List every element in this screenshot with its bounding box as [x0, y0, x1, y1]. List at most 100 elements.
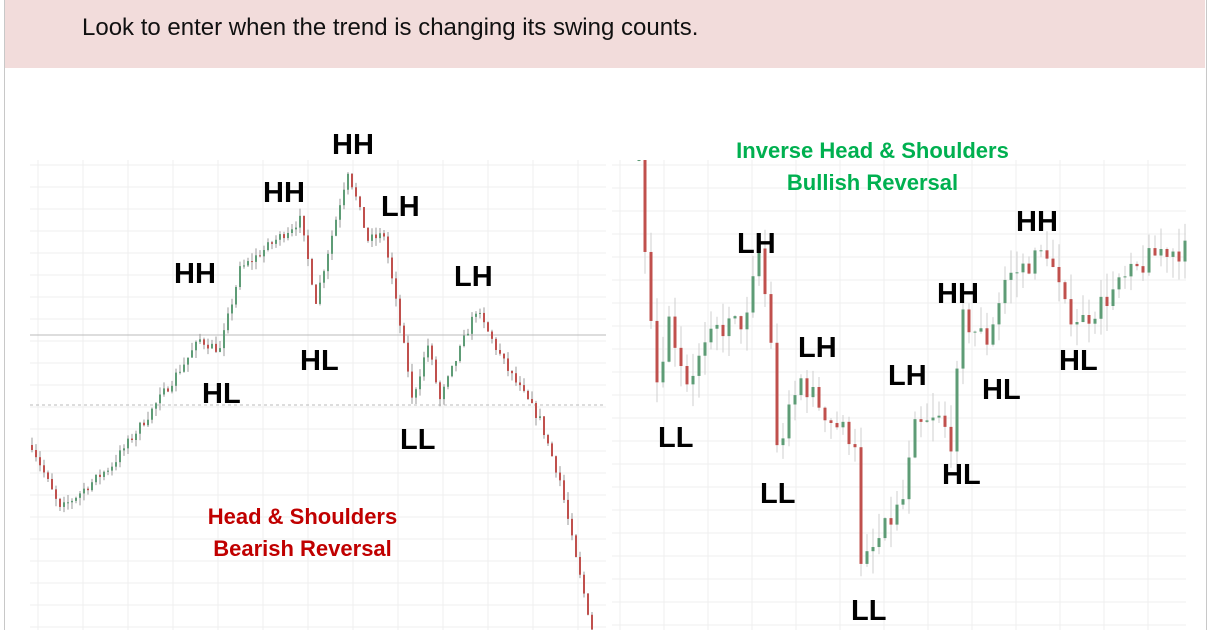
candle-bullish	[147, 419, 149, 426]
candle-bearish	[355, 187, 357, 197]
candle-bullish	[75, 497, 77, 501]
annotation-hh-1: HH	[937, 278, 979, 310]
candle-bullish	[793, 395, 797, 405]
annotation-hh-2: HH	[1016, 206, 1058, 238]
candle-bearish	[1177, 251, 1181, 262]
candle-bullish	[443, 386, 445, 400]
candle-bullish	[175, 372, 177, 386]
candle-bearish	[1069, 299, 1073, 325]
candle-bullish	[419, 376, 421, 390]
candle-bearish	[739, 316, 743, 330]
candle-bearish	[1051, 258, 1055, 268]
candle-bullish	[195, 341, 197, 351]
candle-bearish	[847, 421, 851, 445]
candle-bullish	[471, 316, 473, 334]
candle-bullish	[733, 316, 737, 319]
candle-bearish	[835, 422, 839, 428]
candle-bearish	[519, 382, 521, 386]
annotation-hl-2: HL	[982, 374, 1021, 406]
candle-bullish	[745, 312, 749, 330]
candle-bullish	[1003, 279, 1007, 304]
candle-bullish	[757, 248, 761, 277]
candle-bullish	[937, 415, 941, 418]
candle-bearish	[563, 480, 565, 500]
candle-bullish	[447, 376, 449, 387]
candle-bullish	[415, 389, 417, 398]
inverse-head-shoulders-chart	[612, 160, 1187, 630]
annotation-hh-2: HH	[263, 177, 305, 209]
annotation-hh-head: HH	[332, 129, 374, 161]
candle-bearish	[431, 345, 433, 360]
candle-bearish	[775, 342, 779, 446]
candle-bearish	[575, 535, 577, 557]
candle-bullish	[179, 371, 181, 373]
candle-bullish	[691, 375, 695, 385]
candle-bearish	[853, 444, 857, 448]
candle-bullish	[327, 253, 329, 272]
candle-bearish	[531, 399, 533, 404]
candle-bearish	[491, 331, 493, 339]
candle-bullish	[877, 538, 881, 548]
annotation-hl-1: HL	[202, 378, 241, 410]
candle-bullish	[1111, 289, 1115, 307]
candle-bearish	[363, 207, 365, 228]
candle-bullish	[219, 348, 221, 352]
annotation-lh-2: LH	[798, 332, 837, 364]
candle-bearish	[587, 593, 589, 615]
candle-bullish	[267, 242, 269, 251]
candle-bearish	[823, 407, 827, 421]
candle-bearish	[487, 322, 489, 332]
title-line-1: Head & Shoulders	[207, 504, 398, 529]
candle-bullish	[1021, 263, 1025, 273]
annotation-lh-1: LH	[737, 228, 776, 260]
candle-bullish	[123, 448, 125, 451]
candle-bullish	[913, 419, 917, 458]
candle-bearish	[655, 320, 659, 383]
candle-bearish	[215, 343, 217, 352]
candle-bearish	[43, 465, 45, 473]
candle-bullish	[67, 502, 69, 504]
candle-bearish	[87, 488, 89, 491]
candle-bullish	[961, 309, 965, 369]
chart-title-right: Inverse Head & Shoulders Bullish Reversa…	[700, 135, 1045, 199]
candle-bullish	[331, 235, 333, 254]
candle-bullish	[799, 378, 803, 396]
candle-bullish	[751, 276, 755, 313]
candle-bullish	[255, 255, 257, 262]
candle-bullish	[107, 470, 109, 472]
candle-bullish	[71, 500, 73, 503]
annotation-lh-1: LH	[381, 191, 420, 223]
candle-bullish	[1117, 277, 1121, 290]
candle-bearish	[511, 370, 513, 374]
candle-bearish	[375, 234, 377, 239]
heading-banner: Look to enter when the trend is changing…	[5, 0, 1205, 68]
candle-bullish	[907, 457, 911, 500]
candle-bullish	[115, 462, 117, 467]
candle-bearish	[559, 472, 561, 481]
candle-bearish	[495, 338, 497, 350]
candle-bullish	[727, 318, 731, 337]
candle-bearish	[283, 234, 285, 239]
candle-bullish	[865, 551, 869, 564]
candle-bullish	[925, 420, 929, 422]
candle-bullish	[243, 265, 245, 267]
candle-bullish	[279, 234, 281, 240]
candle-bearish	[535, 403, 537, 418]
title-line-1: Inverse Head & Shoulders	[736, 138, 1009, 163]
candle-bullish	[139, 422, 141, 434]
candle-bearish	[571, 518, 573, 536]
candle-bearish	[351, 173, 353, 188]
candle-bearish	[1141, 266, 1145, 273]
candle-bearish	[679, 347, 683, 367]
candle-bearish	[543, 416, 545, 436]
candle-bullish	[371, 234, 373, 241]
candle-bearish	[859, 447, 863, 564]
candle-bullish	[347, 173, 349, 190]
candle-bullish	[871, 547, 875, 552]
candle-bearish	[1087, 315, 1091, 324]
candle-bullish	[709, 328, 713, 343]
candle-bearish	[395, 278, 397, 299]
candle-bearish	[685, 366, 689, 385]
candle-bullish	[111, 466, 113, 471]
candle-bearish	[367, 227, 369, 241]
